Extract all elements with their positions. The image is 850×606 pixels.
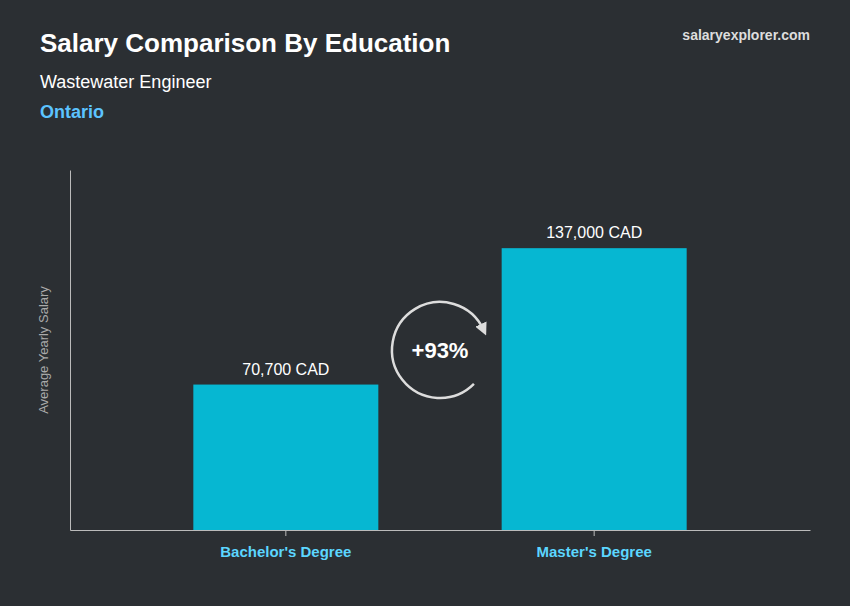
x-tick-mark (594, 530, 595, 536)
website: salaryexplorer.com (682, 27, 810, 43)
x-tick-label: Bachelor's Degree (220, 543, 351, 560)
location: Ontario (40, 102, 104, 122)
plot-area: Bachelor's Degree Master's Degree 70,700 C… (71, 171, 811, 561)
x-axis: Bachelor's Degree Master's Degree (71, 530, 811, 560)
subtitle: Wastewater Engineer (40, 72, 211, 92)
y-axis-line (70, 171, 71, 531)
data-label: 70,700 CAD (242, 361, 329, 378)
background (0, 0, 850, 606)
change-arc (392, 302, 484, 398)
bar (193, 385, 378, 530)
x-tick-mark (285, 530, 286, 536)
y-axis (70, 171, 71, 531)
y-axis-title: Average Yearly Salary (36, 286, 51, 414)
title: Salary Comparison By Education (40, 28, 450, 58)
x-tick: Bachelor's Degree (220, 530, 351, 560)
bars (193, 248, 686, 530)
x-tick-label: Master's Degree (537, 543, 652, 560)
x-tick: Master's Degree (537, 530, 652, 560)
data-label: 137,000 CAD (546, 224, 642, 241)
chart: Salary Comparison By Education Wastewater… (0, 0, 850, 606)
bar (502, 248, 687, 530)
change-label: +93% (412, 338, 469, 363)
x-axis-line (71, 530, 811, 531)
